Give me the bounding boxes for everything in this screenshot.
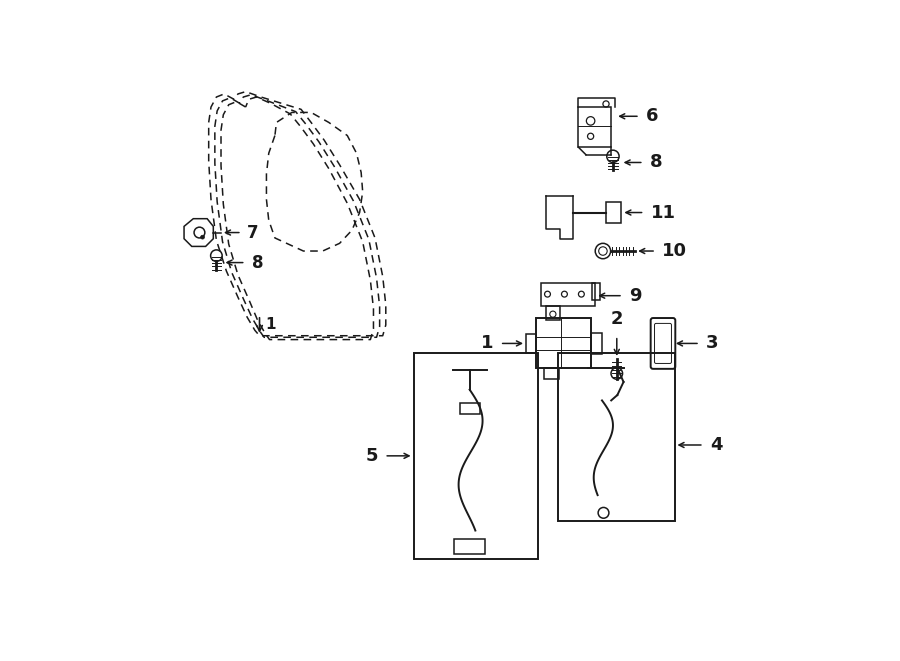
Bar [544,368,559,379]
Text: 7: 7 [248,223,259,241]
Text: 11: 11 [651,204,676,221]
Bar [536,319,591,368]
Bar [460,403,480,414]
Bar [592,284,599,300]
Text: 1: 1 [482,334,493,352]
Bar [606,202,621,223]
Text: 6: 6 [646,107,659,126]
Circle shape [201,235,204,239]
Bar [454,539,485,555]
Text: 2: 2 [610,310,623,328]
Text: 8: 8 [252,254,264,272]
Bar [526,334,536,353]
Bar [579,107,610,147]
Text: 5: 5 [365,447,378,465]
Text: 8: 8 [650,153,662,171]
Bar [546,305,560,321]
Text: 4: 4 [710,436,723,454]
Text: 1: 1 [266,317,276,332]
Bar [591,332,602,354]
Bar [413,353,538,559]
Text: 3: 3 [706,334,718,352]
Bar [557,353,674,520]
Text: 10: 10 [662,242,688,260]
Text: 9: 9 [629,287,642,305]
Bar [541,283,595,305]
